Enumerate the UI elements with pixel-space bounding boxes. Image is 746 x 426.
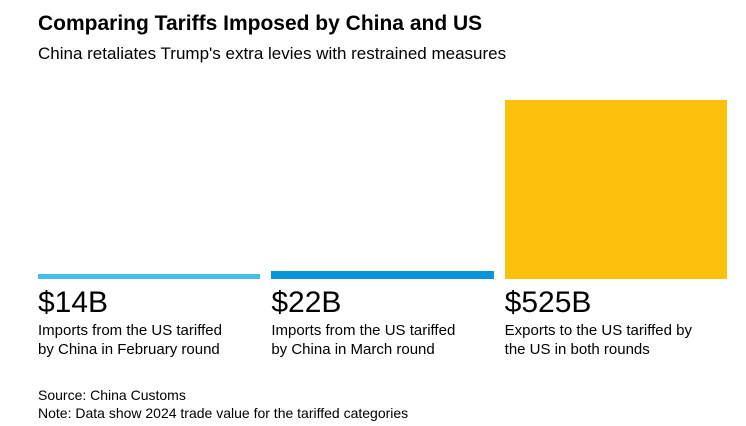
value-label-march: $22B [271, 286, 342, 320]
description-line: Exports to the US tariffed by [504, 322, 692, 340]
bar-column-february [38, 274, 261, 280]
description-line: Imports from the US tariffed [271, 322, 456, 340]
bar-exports [504, 100, 727, 280]
description-line: the US in both rounds [504, 340, 650, 358]
description-line: Imports from the US tariffed [38, 322, 222, 340]
source-line: Source: China Customs [38, 387, 186, 404]
label-group-march: $22B Imports from the US tariffed by Chi… [271, 279, 493, 359]
value-label-february: $14B [38, 286, 109, 320]
labels-row: $14B Imports from the US tariffed by Chi… [38, 279, 727, 359]
description-line: by China in March round [271, 340, 435, 358]
value-label-exports: $525B [504, 286, 592, 320]
note-line: Note: Data show 2024 trade value for the… [38, 404, 409, 421]
bar-description-march: Imports from the US tariffed by China in… [271, 322, 493, 359]
label-group-february: $14B Imports from the US tariffed by Chi… [38, 279, 260, 359]
plot-area [38, 100, 727, 280]
bar-description-exports: Exports to the US tariffed by the US in … [505, 322, 727, 359]
label-group-exports: $525B Exports to the US tariffed by the … [505, 279, 727, 359]
description-line: by China in February round [38, 340, 220, 358]
bar-february [38, 274, 261, 280]
chart-title: Comparing Tariffs Imposed by China and U… [38, 12, 483, 35]
bar-description-february: Imports from the US tariffed by China in… [38, 322, 260, 359]
bar-march [271, 271, 494, 280]
chart-footer: Source: China Customs Note: Data show 20… [38, 387, 727, 422]
bar-column-exports [504, 100, 727, 280]
chart-subtitle: China retaliates Trump's extra levies wi… [38, 43, 507, 63]
bar-column-march [271, 271, 494, 280]
